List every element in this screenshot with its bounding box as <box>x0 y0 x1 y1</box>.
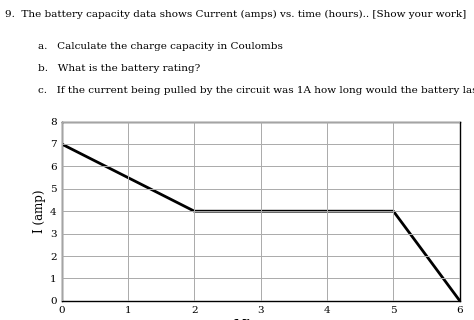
Text: c.   If the current being pulled by the circuit was 1A how long would the batter: c. If the current being pulled by the ci… <box>38 86 474 95</box>
Text: b.   What is the battery rating?: b. What is the battery rating? <box>38 64 200 73</box>
X-axis label: Minutes: Minutes <box>234 319 288 320</box>
Text: 9.  The battery capacity data shows Current (amps) vs. time (hours).. [Show your: 9. The battery capacity data shows Curre… <box>5 10 466 19</box>
Text: a.   Calculate the charge capacity in Coulombs: a. Calculate the charge capacity in Coul… <box>38 42 283 51</box>
Y-axis label: I (amp): I (amp) <box>33 189 46 233</box>
